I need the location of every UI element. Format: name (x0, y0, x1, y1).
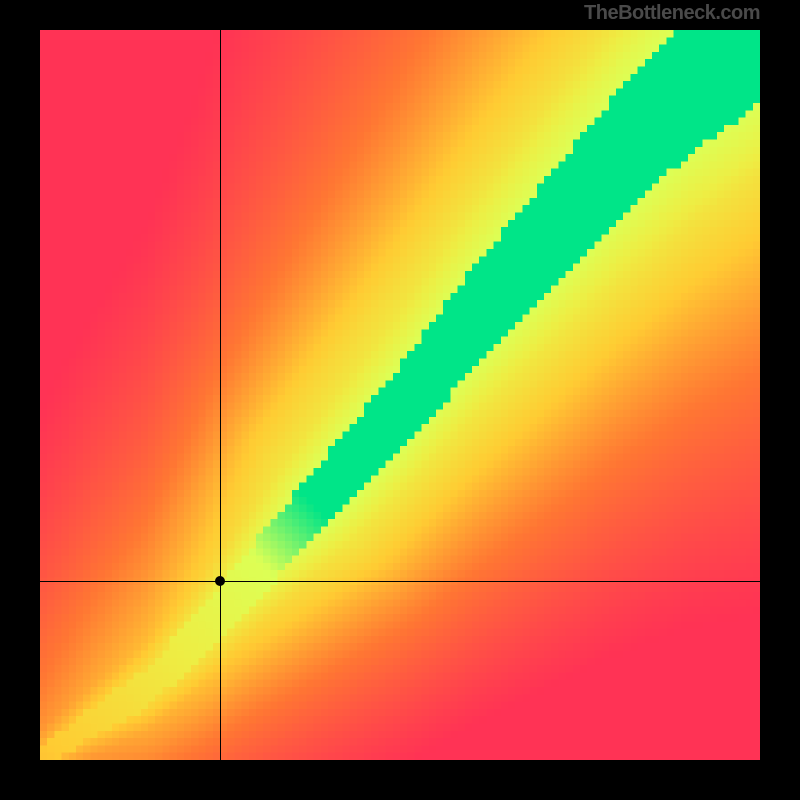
heatmap-canvas (40, 30, 760, 760)
crosshair-horizontal (40, 581, 760, 582)
crosshair-vertical (220, 30, 221, 760)
attribution-text: TheBottleneck.com (584, 2, 760, 25)
plot-area (40, 30, 760, 760)
chart-container: TheBottleneck.com (0, 0, 800, 800)
crosshair-marker (215, 576, 225, 586)
